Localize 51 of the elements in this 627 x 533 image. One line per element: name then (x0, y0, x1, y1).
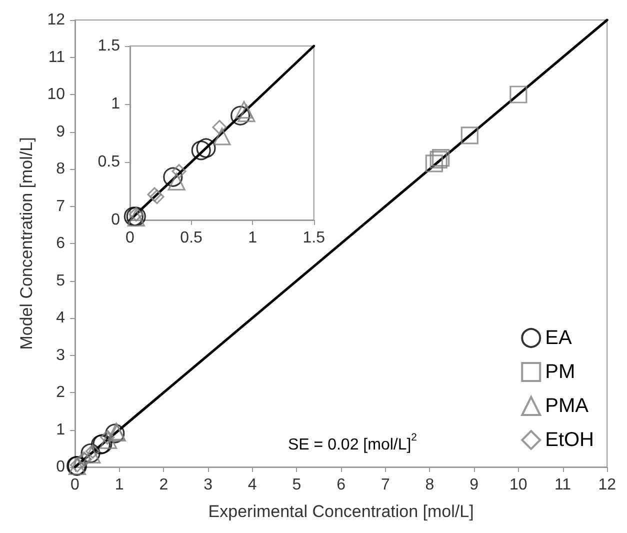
point (196, 138, 216, 158)
legend-label: PMA (545, 395, 590, 417)
y-tick-label: 7 (56, 198, 66, 215)
x-axis-title: Experimental Concentration [mol/L] (208, 502, 474, 521)
x-tick-label: 1.5 (302, 230, 326, 246)
point (163, 167, 183, 187)
x-tick-label: 8 (425, 476, 434, 494)
point (425, 154, 443, 172)
y-tick-label: 0 (111, 212, 120, 228)
y-tick-label: 12 (47, 12, 66, 28)
x-tick-label: 7 (380, 476, 390, 494)
y-tick-label: 2 (56, 384, 66, 401)
legend-label: PM (545, 361, 576, 383)
x-tick-label: 0.5 (180, 230, 203, 246)
x-tick-label: 12 (598, 476, 616, 494)
y-tick-label: 0 (56, 458, 66, 476)
x-tick-label: 3 (204, 476, 213, 494)
y-tick-label: 4 (56, 310, 66, 326)
x-tick-label: 4 (248, 476, 257, 494)
y-tick-label: 5 (56, 272, 66, 290)
legend-label: EA (545, 327, 572, 349)
point (510, 86, 528, 104)
x-tick-label: 1 (248, 230, 258, 246)
y-tick-label: 8 (56, 160, 66, 178)
point (235, 101, 253, 119)
point (212, 120, 227, 134)
legend-label: EtOH (545, 429, 594, 451)
y-tick-label: 0.5 (98, 154, 120, 170)
x-tick-label: 9 (470, 476, 479, 494)
y-tick-label: 10 (47, 86, 66, 103)
y-tick-label: 1 (56, 421, 66, 438)
y-tick-label: 9 (56, 123, 66, 140)
x-tick-label: 11 (554, 476, 572, 494)
y-tick-label: 3 (56, 346, 66, 364)
point (460, 126, 478, 144)
point (213, 128, 231, 146)
x-tick-label: 2 (159, 476, 168, 494)
point (191, 140, 211, 160)
point (238, 104, 256, 122)
x-tick-label: 0 (70, 476, 80, 494)
y-axis-title: Model Concentration [mol/L] (17, 137, 36, 350)
point (230, 106, 250, 126)
y-tick-label: 1.5 (98, 38, 120, 54)
y-tick-label: 11 (48, 48, 66, 66)
x-tick-label: 10 (510, 476, 528, 494)
x-tick-label: 6 (336, 476, 346, 494)
point (99, 431, 118, 449)
x-tick-label: 0 (126, 230, 135, 246)
point (168, 172, 186, 191)
y-tick-label: 1 (111, 96, 120, 112)
x-tick-label: 5 (292, 476, 302, 494)
